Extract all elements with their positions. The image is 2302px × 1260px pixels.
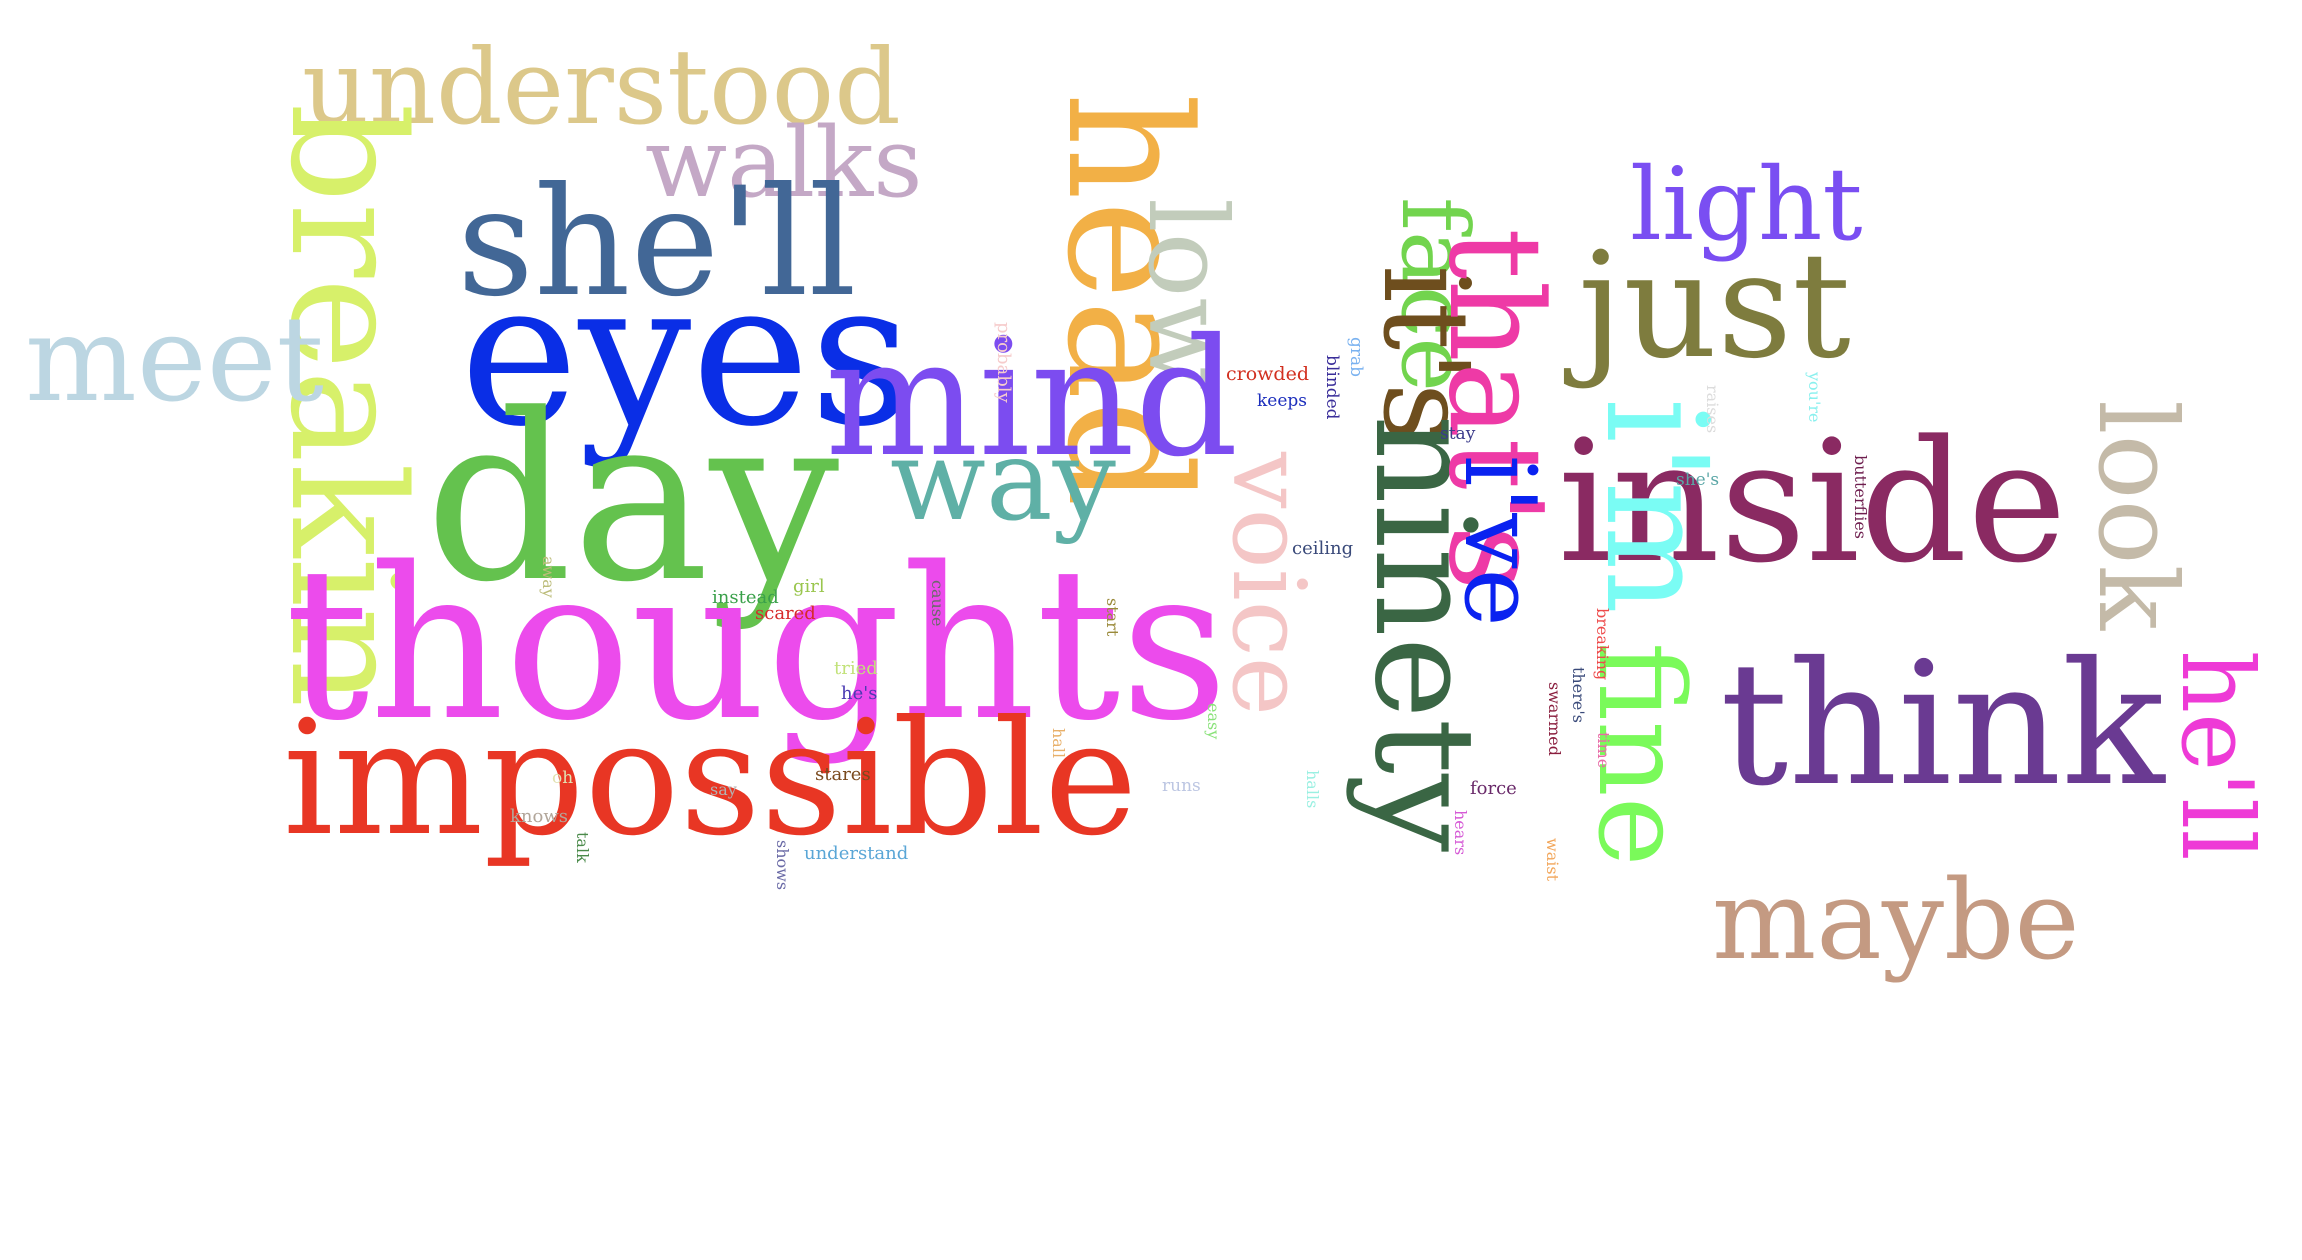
word-force: force — [1470, 778, 1517, 799]
word-easy: easy — [1204, 703, 1223, 740]
word-day: day — [425, 366, 840, 633]
word-hes: he's — [841, 683, 878, 704]
word-tried: tried — [834, 658, 878, 679]
word-meet: meet — [25, 290, 324, 428]
word-scared: scared — [755, 603, 816, 624]
word-start: start — [1103, 598, 1122, 637]
word-voice: voice — [1210, 452, 1327, 716]
word-girl: girl — [793, 576, 825, 597]
word-impossible: impossible — [283, 687, 1138, 871]
word-butterflies: butterflies — [1851, 455, 1870, 539]
word-instead: instead — [712, 587, 779, 608]
word-time: time — [1594, 732, 1613, 769]
word-oh: oh — [552, 768, 574, 788]
word-stay: stay — [1440, 424, 1476, 444]
word-understand: understand — [804, 843, 909, 864]
word-keeps: keeps — [1257, 391, 1308, 411]
word-grab: grab — [1346, 337, 1366, 378]
word-understood: understood — [302, 26, 901, 148]
word-ive: i've — [1442, 455, 1556, 627]
word-say: say — [710, 780, 737, 799]
word-swarmed: swarmed — [1545, 682, 1564, 756]
word-maybe: maybe — [1712, 856, 2080, 984]
word-walks: walks — [645, 107, 923, 219]
word-shell: she'll — [457, 156, 857, 330]
word-hell: he'll — [2159, 650, 2273, 861]
word-think: think — [1720, 626, 2165, 824]
word-crowded: crowded — [1226, 363, 1309, 385]
word-mind: mind — [825, 305, 1239, 493]
word-halls: halls — [1303, 770, 1322, 809]
word-away: away — [539, 556, 558, 598]
word-way: way — [890, 416, 1116, 546]
word-theres: there's — [1569, 667, 1588, 723]
word-eyes: eyes — [460, 238, 913, 471]
word-probably: probably — [993, 322, 1014, 403]
word-thoughts: thoughts — [285, 522, 1229, 767]
word-ceiling: ceiling — [1292, 538, 1354, 559]
word-shes: she's — [1676, 470, 1720, 490]
word-light: light — [1630, 146, 1863, 263]
word-runs: runs — [1162, 776, 1201, 796]
word-cause: cause — [928, 580, 947, 627]
word-hall: hall — [1049, 728, 1068, 759]
word-just: just — [1578, 221, 1851, 391]
word-waist: waist — [1543, 838, 1562, 881]
word-stares: stares — [815, 764, 871, 785]
word-raises: raises — [1703, 385, 1722, 434]
word-blinded: blinded — [1322, 355, 1342, 420]
word-inside: inside — [1558, 404, 2067, 600]
word-knows: knows — [510, 806, 568, 827]
word-hears: hears — [1451, 810, 1470, 856]
word-youre: you're — [1805, 372, 1824, 423]
word-look: look — [2074, 400, 2199, 631]
word-breaking: breaking — [1593, 608, 1612, 681]
word-talk: talk — [573, 832, 592, 863]
word-shows: shows — [773, 840, 792, 891]
